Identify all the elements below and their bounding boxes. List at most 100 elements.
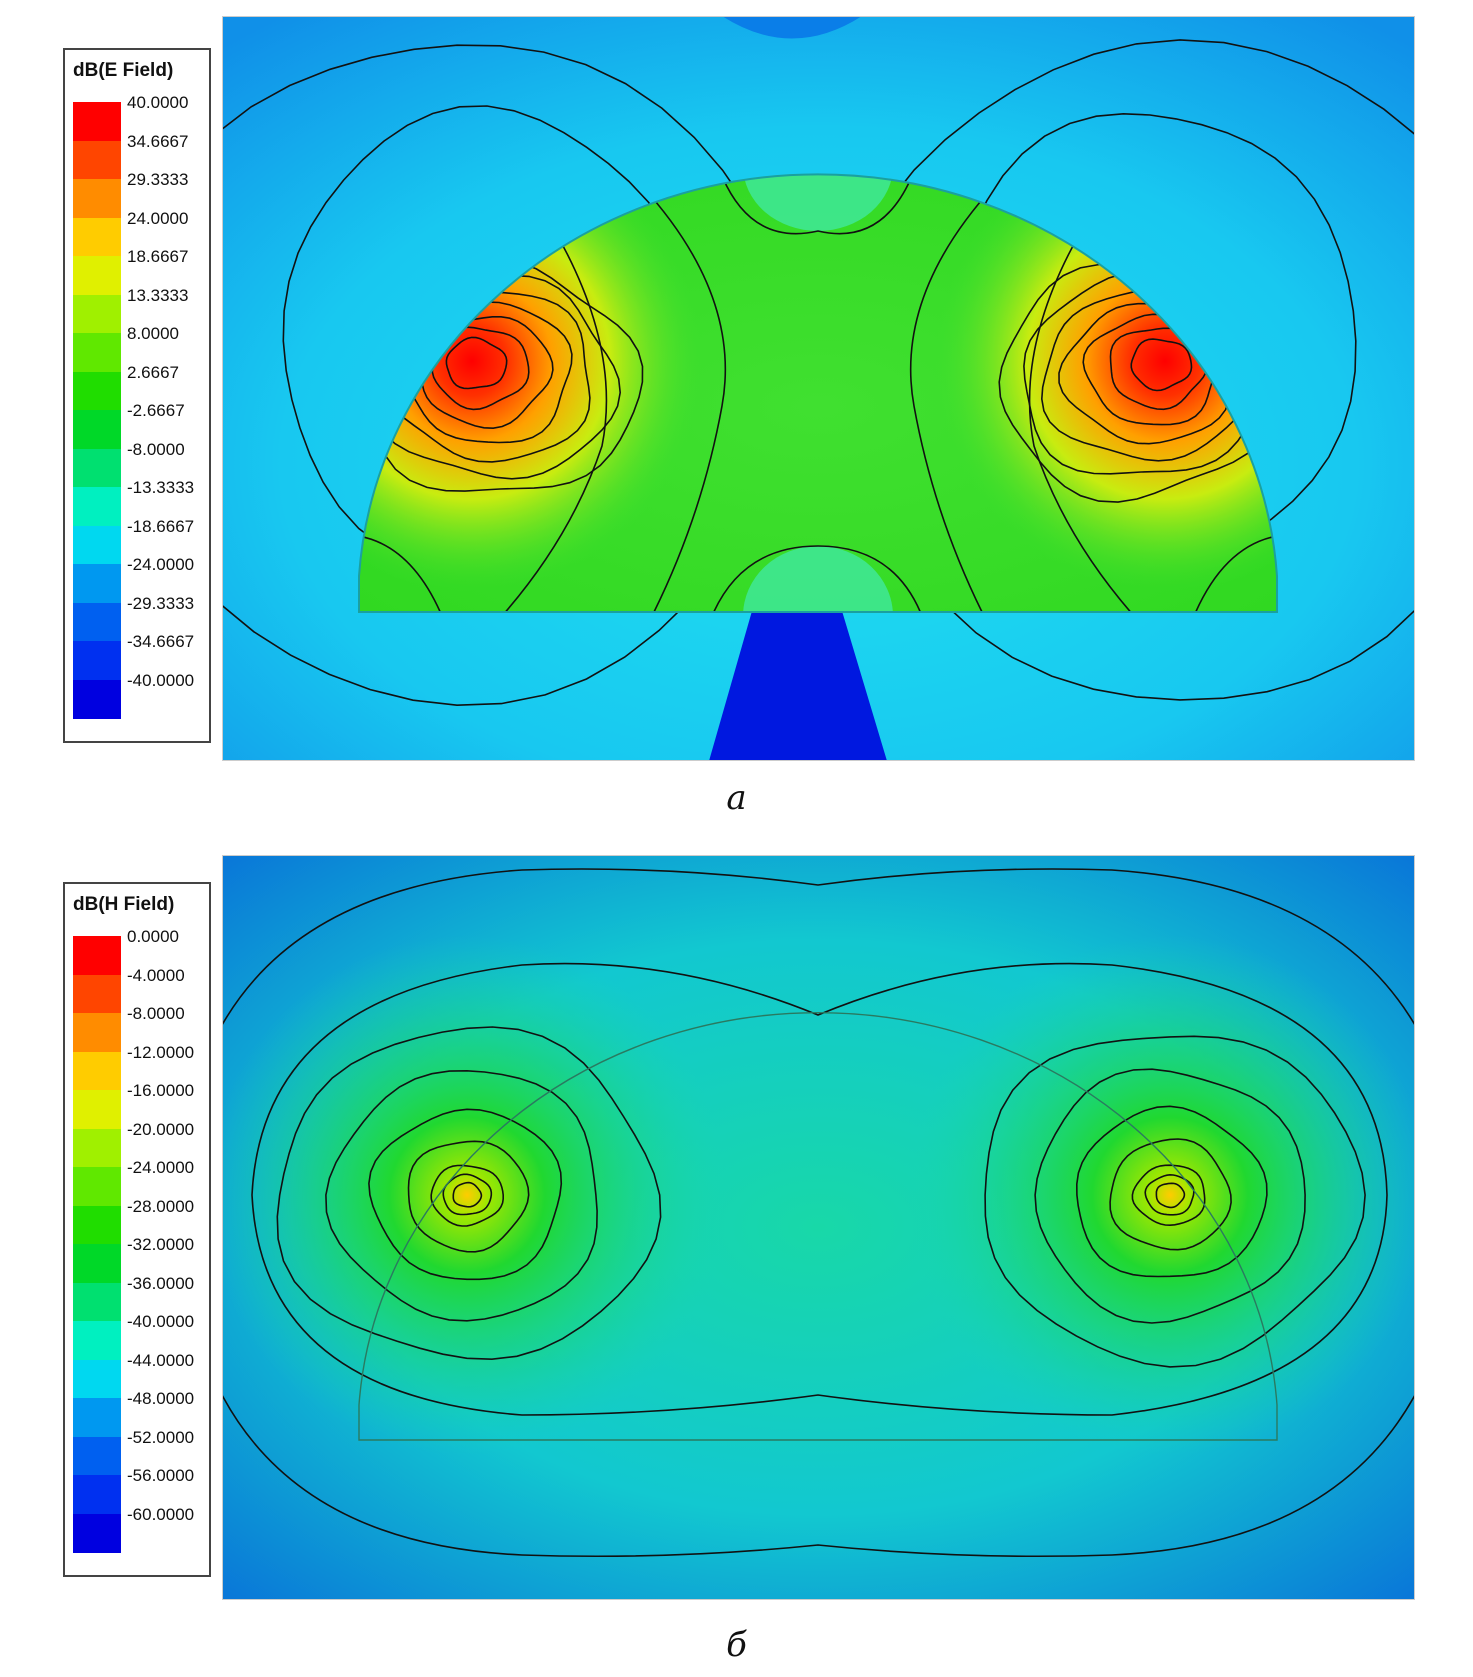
colorbar-tick-label: 8.0000 <box>127 324 179 343</box>
contour-line <box>359 535 443 612</box>
colorbar-swatch <box>73 679 121 719</box>
colorbar-tick-label: 2.6667 <box>127 362 179 382</box>
colorbar-tick-label: -28.0000 <box>127 1196 195 1216</box>
panel-caption: а <box>726 778 747 818</box>
colorbar-swatch <box>73 179 121 218</box>
colorbar-swatch <box>73 217 121 257</box>
colorbar-swatch <box>73 1205 121 1245</box>
colorbar-tick-label: -44.0000 <box>127 1350 195 1370</box>
colorbar-swatch <box>73 487 121 526</box>
colorbar-title: dB(H Field) <box>73 894 175 915</box>
colorbar-tick-label: -24.0000 <box>127 1158 195 1177</box>
contour-line <box>1131 1164 1206 1227</box>
contour-line <box>222 44 797 707</box>
colorbar-tick-label: -32.0000 <box>127 1235 195 1254</box>
colorbar-swatch <box>73 641 121 680</box>
contour-line <box>1075 1105 1268 1278</box>
colorbar-tick-label: -24.0000 <box>127 555 195 574</box>
colorbar-tick-label: -52.0000 <box>127 1427 195 1447</box>
contour-line <box>430 1164 505 1227</box>
colorbar-swatch <box>73 525 121 565</box>
colorbar-swatch <box>73 294 121 334</box>
contour-line <box>1034 1068 1306 1324</box>
colorbar-tick-label: -36.0000 <box>127 1273 195 1293</box>
colorbar-swatch <box>73 102 121 141</box>
colorbar-swatch <box>73 936 121 975</box>
colorbar-swatch <box>73 333 121 372</box>
colorbar-tick-label: -60.0000 <box>127 1504 195 1524</box>
colorbar-swatch <box>73 1321 121 1360</box>
contour-line <box>1028 225 1135 612</box>
contour-line <box>442 1173 493 1216</box>
contour-line <box>407 1140 530 1253</box>
colorbar-swatch <box>73 974 121 1014</box>
colorbar-tick-label: -2.6667 <box>127 401 185 420</box>
contour-line <box>445 336 508 390</box>
h-field-plot <box>222 855 1415 1600</box>
colorbar-tick-label: -40.0000 <box>127 670 195 690</box>
dome-top-lobe <box>743 174 893 231</box>
colorbar-tick-label: -34.6667 <box>127 632 195 651</box>
colorbar-swatch <box>73 140 121 180</box>
dome-outline <box>358 1011 1278 1441</box>
colorbar-tick-label: -48.0000 <box>127 1389 195 1408</box>
contour-line <box>222 868 1415 1026</box>
contour-line <box>368 1108 563 1281</box>
colorbar-tick-label: 18.6667 <box>127 247 189 266</box>
dome-bottom-lobe <box>743 546 893 612</box>
colorbar-swatch <box>73 1128 121 1168</box>
contour-line <box>984 1035 1366 1368</box>
plot-border <box>222 855 1415 1600</box>
contour-line <box>1155 1182 1186 1209</box>
colorbar-title: dB(E Field) <box>73 60 174 81</box>
colorbar-swatch <box>73 1244 121 1283</box>
colorbar-tick-label: 0.0000 <box>127 927 179 946</box>
e-field-plot <box>222 16 1415 761</box>
contour-line <box>452 1181 483 1208</box>
contour-line <box>1193 535 1277 612</box>
h-field-panel: dB(H Field) 0.0000 -4.0000 -8.0000 -12.0000… <box>0 850 1473 1677</box>
colorbar-tick-label: -18.6667 <box>127 516 195 536</box>
colorbar-swatch <box>73 1282 121 1322</box>
colorbar-swatch <box>73 1475 121 1514</box>
colorbar-swatch <box>73 1051 121 1091</box>
e-field-panel: dB(E Field) 40.0000 34.6667 29.3333 24.0000… <box>63 16 1415 818</box>
colorbar-tick-label: 13.3333 <box>127 285 189 305</box>
hotspot <box>222 935 727 1455</box>
contour-line <box>1130 338 1193 392</box>
colorbar-tick-label: -16.0000 <box>127 1081 195 1100</box>
e-field-colorbar: dB(E Field) 40.0000 34.6667 29.3333 24.0000… <box>63 48 211 743</box>
colorbar-tick-label: -8.0000 <box>127 1004 185 1023</box>
colorbar-tick-label: -20.0000 <box>127 1119 195 1139</box>
colorbar-swatch <box>73 1090 121 1129</box>
contour-line <box>721 175 913 235</box>
top-low-region <box>722 16 862 39</box>
colorbar-swatch <box>73 448 121 488</box>
colorbar-tick-label: 24.0000 <box>127 208 189 228</box>
colorbar-swatch <box>73 1359 121 1399</box>
contour-line <box>1109 1138 1232 1251</box>
contour-line <box>222 1394 1415 1558</box>
colorbar-tick-label: 40.0000 <box>127 93 189 112</box>
feed-region <box>709 611 887 761</box>
hotspot <box>935 174 1277 591</box>
plot-border <box>222 16 1415 761</box>
colorbar-tick-label: -4.0000 <box>127 965 185 985</box>
dome-outline <box>358 173 1278 613</box>
colorbar-tick-label: -8.0000 <box>127 439 185 459</box>
contour-line <box>711 545 923 612</box>
colorbar-swatch <box>73 1513 121 1553</box>
colorbar-swatch <box>73 602 121 642</box>
colorbar-tick-label: 34.6667 <box>127 131 189 151</box>
colorbar-swatch <box>73 410 121 449</box>
contour-line <box>276 1026 662 1361</box>
panel-caption: б <box>726 1625 747 1665</box>
contour-line <box>641 185 727 612</box>
contour-line <box>251 962 1388 1416</box>
colorbar-swatch <box>73 1167 121 1206</box>
colorbar-swatch <box>73 256 121 295</box>
contour-line <box>501 225 608 612</box>
colorbar-swatch <box>73 1013 121 1052</box>
colorbar-swatch <box>73 1398 121 1437</box>
colorbar-tick-label: -12.0000 <box>127 1042 195 1062</box>
